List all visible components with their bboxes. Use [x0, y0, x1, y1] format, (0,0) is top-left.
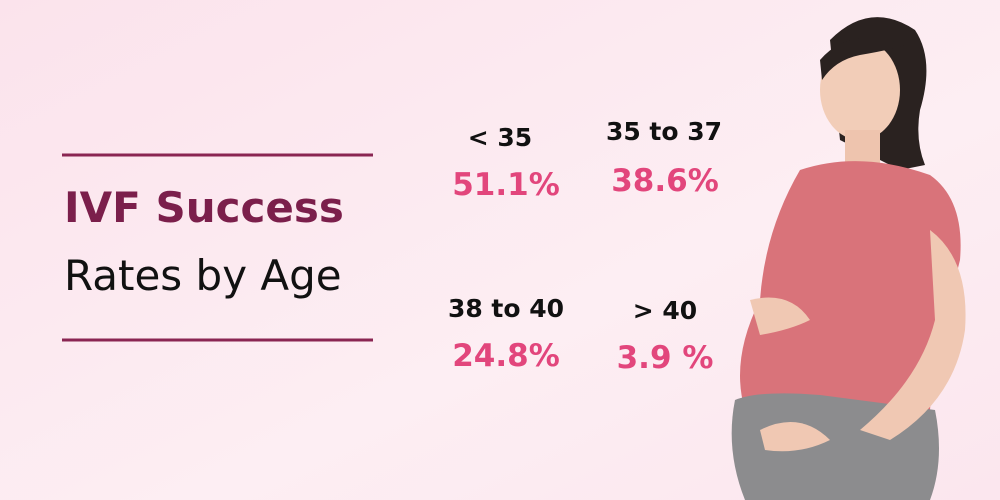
shirt [740, 161, 961, 410]
hand [750, 297, 810, 335]
face [820, 40, 900, 140]
stat-value: 51.1% [452, 167, 560, 203]
stat-value: 3.9 % [617, 340, 714, 376]
title-line: Rates by Age [64, 251, 342, 300]
arm [860, 230, 966, 440]
stat-value: 38.6% [611, 163, 719, 199]
stat-label: 38 to 40 [448, 294, 564, 323]
stat-label: 35 to 37 [606, 117, 722, 146]
stat-value: 24.8% [452, 338, 560, 374]
title-line: IVF Success [64, 183, 344, 232]
hand [760, 422, 830, 452]
hair [820, 37, 905, 80]
stat-label: > 40 [633, 296, 697, 325]
photo-woman [731, 17, 966, 500]
stat-label: < 35 [468, 123, 532, 152]
